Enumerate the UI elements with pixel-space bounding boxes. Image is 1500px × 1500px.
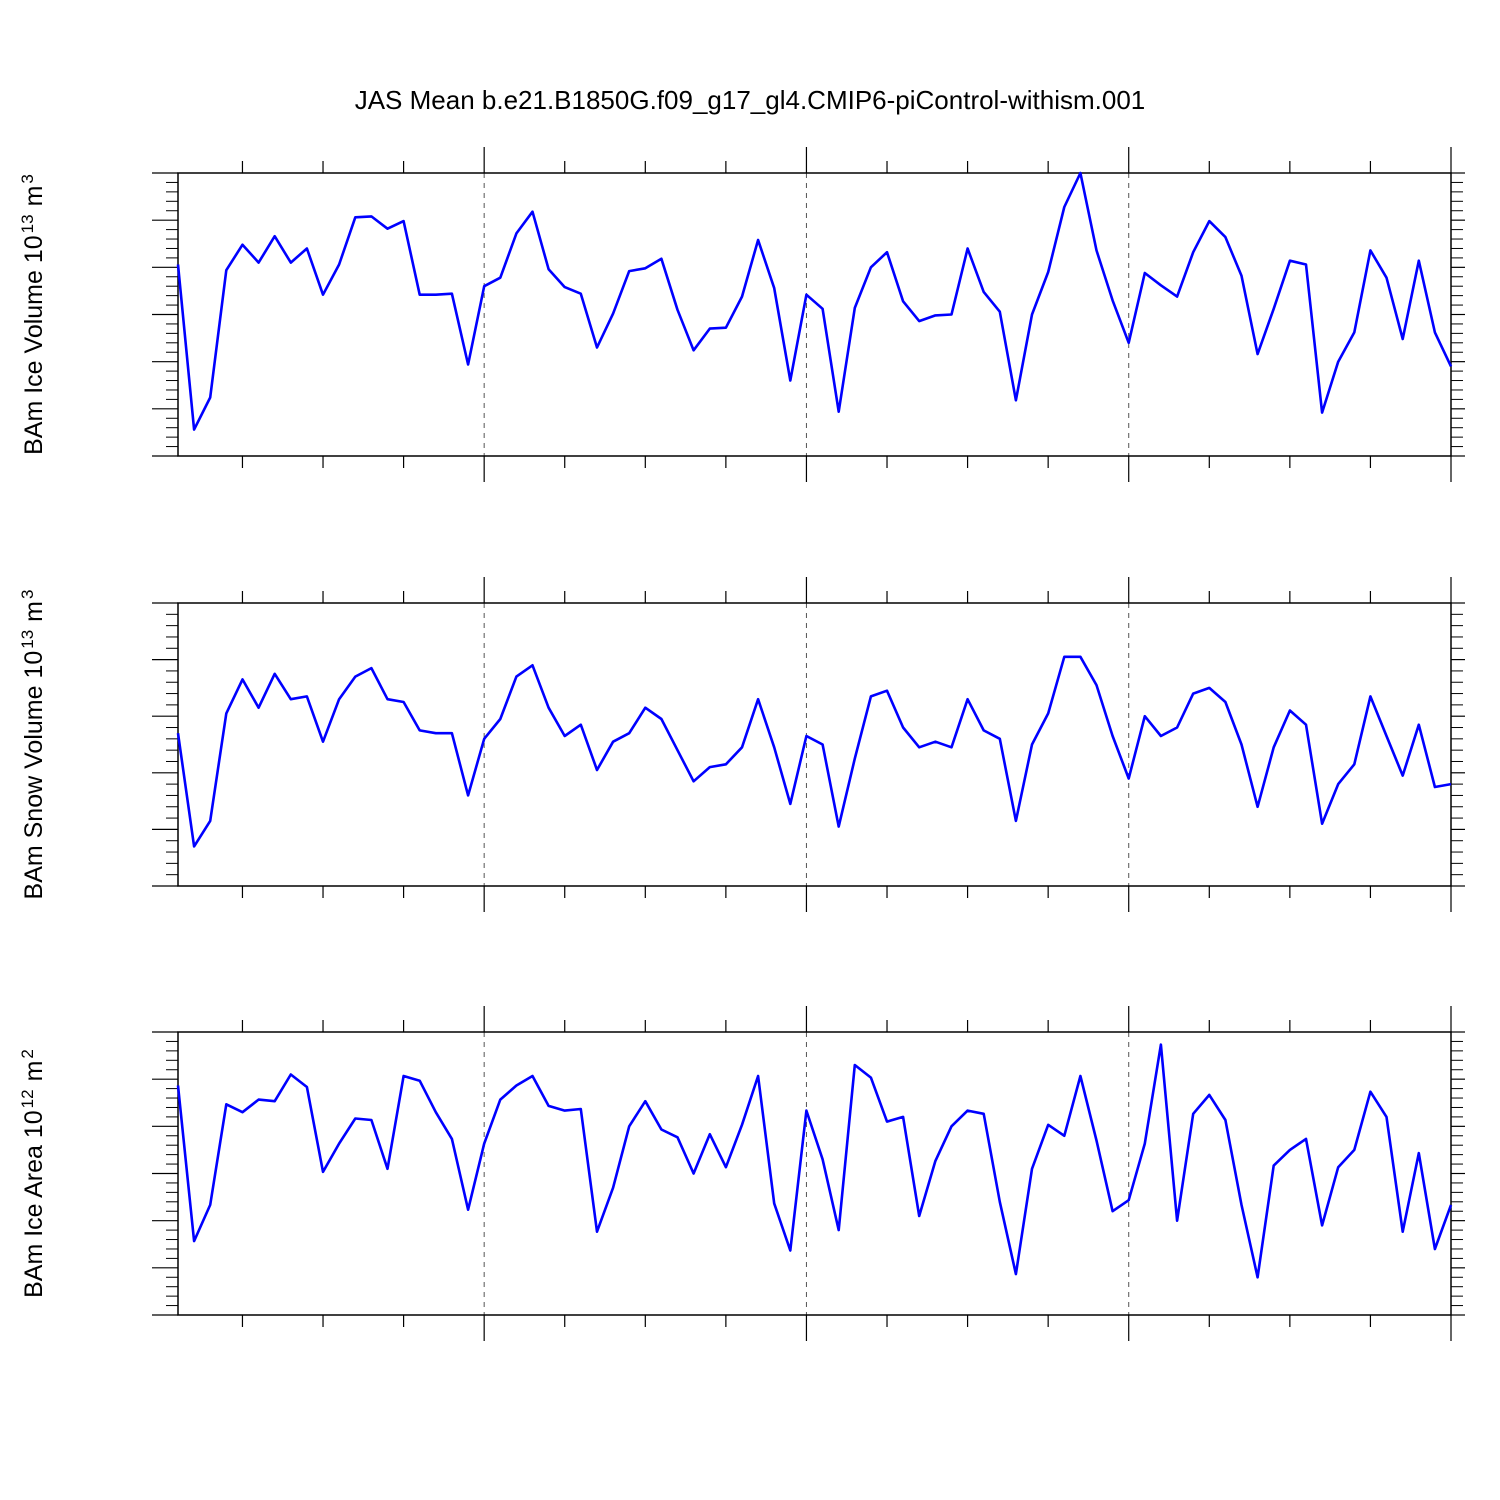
panel-snow-volume: BAm Snow Volume 10 13 m 3 (18, 577, 1465, 912)
series-line (176, 1043, 1453, 1279)
y-axis-label-superscript: 12 (18, 1089, 37, 1108)
series-line (176, 171, 1453, 431)
panel-ice-area: BAm Ice Area 10 12 m 2 (18, 1006, 1465, 1341)
y-axis-label-superscript: 13 (18, 630, 37, 649)
y-axis-label-part: m (20, 1061, 48, 1082)
figure-title: JAS Mean b.e21.B1850G.f09_g17_gl4.CMIP6-… (355, 85, 1146, 115)
panel-ice-volume: BAm Ice Volume 10 13 m 3 (18, 147, 1465, 482)
y-axis-label-part: BAm Snow Volume 10 (20, 651, 48, 900)
plot-frame (177, 602, 1452, 887)
plot-frame (177, 1031, 1452, 1316)
y-axis-label-part: m (20, 186, 48, 207)
y-axis-label-superscript: 13 (18, 214, 37, 233)
y-axis-label-part: BAm Ice Area 10 (20, 1110, 48, 1298)
y-axis-label-superscript: 3 (18, 590, 37, 599)
series-line (176, 655, 1452, 848)
y-axis-label-part: m (20, 601, 48, 622)
y-axis-label-superscript: 3 (18, 174, 37, 183)
y-axis-label: BAm Ice Area 10 12 m 2 (18, 1049, 49, 1298)
y-axis-label: BAm Ice Volume 10 13 m 3 (18, 174, 49, 455)
y-axis-label-part: BAm Ice Volume 10 (20, 235, 48, 455)
y-axis-label: BAm Snow Volume 10 13 m 3 (18, 590, 49, 900)
y-axis-label-superscript: 2 (18, 1049, 37, 1058)
